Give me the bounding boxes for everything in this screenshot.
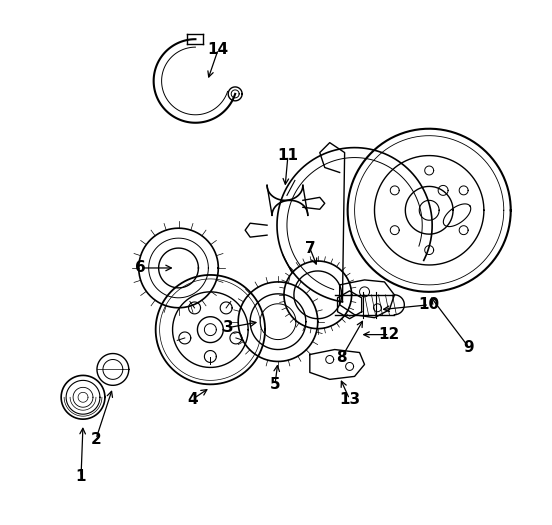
Text: 2: 2 xyxy=(91,432,102,447)
Text: 11: 11 xyxy=(278,148,299,163)
Text: 13: 13 xyxy=(339,392,360,407)
Text: 10: 10 xyxy=(418,297,440,312)
Text: 5: 5 xyxy=(270,377,280,392)
Text: 8: 8 xyxy=(336,350,347,365)
Text: 12: 12 xyxy=(379,327,400,342)
Text: 9: 9 xyxy=(464,340,474,355)
Text: 14: 14 xyxy=(208,41,229,57)
Text: 6: 6 xyxy=(135,260,146,276)
Text: 3: 3 xyxy=(223,320,233,335)
Text: 4: 4 xyxy=(187,392,198,407)
Text: 7: 7 xyxy=(305,240,315,256)
Text: 1: 1 xyxy=(76,469,86,485)
